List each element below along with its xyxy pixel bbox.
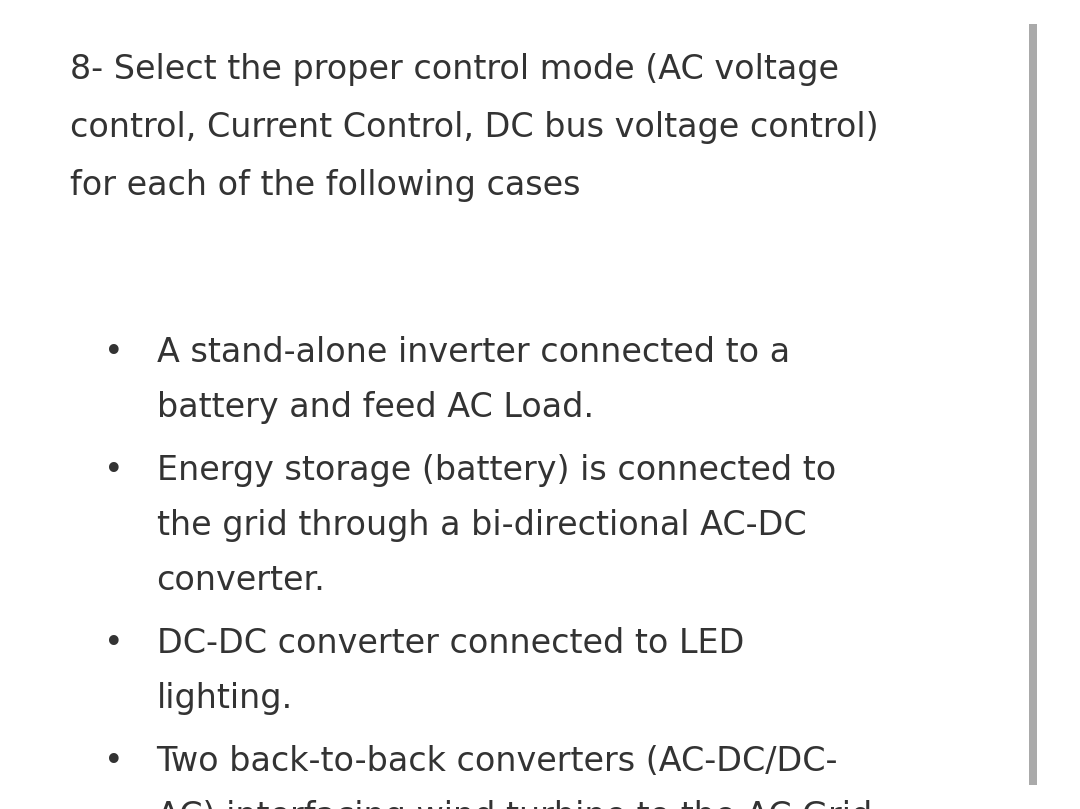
Text: Energy storage (battery) is connected to: Energy storage (battery) is connected to	[157, 454, 836, 487]
Text: Two back-to-back converters (AC-DC/DC-: Two back-to-back converters (AC-DC/DC-	[157, 745, 838, 778]
Text: DC-DC converter connected to LED: DC-DC converter connected to LED	[157, 627, 744, 660]
Text: •: •	[104, 627, 123, 660]
FancyBboxPatch shape	[1029, 24, 1037, 785]
Text: •: •	[104, 745, 123, 778]
Text: •: •	[104, 336, 123, 369]
Text: the grid through a bi-directional AC-DC: the grid through a bi-directional AC-DC	[157, 509, 807, 542]
Text: 8- Select the proper control mode (AC voltage: 8- Select the proper control mode (AC vo…	[70, 53, 839, 86]
Text: battery and feed AC Load.: battery and feed AC Load.	[157, 391, 594, 424]
Text: lighting.: lighting.	[157, 682, 293, 715]
Text: A stand-alone inverter connected to a: A stand-alone inverter connected to a	[157, 336, 789, 369]
Text: •: •	[104, 454, 123, 487]
Text: converter.: converter.	[157, 564, 325, 597]
Text: AC) interfacing wind turbine to the AC Grid.: AC) interfacing wind turbine to the AC G…	[157, 800, 882, 809]
Text: control, Current Control, DC bus voltage control): control, Current Control, DC bus voltage…	[70, 111, 879, 144]
Text: for each of the following cases: for each of the following cases	[70, 169, 581, 202]
